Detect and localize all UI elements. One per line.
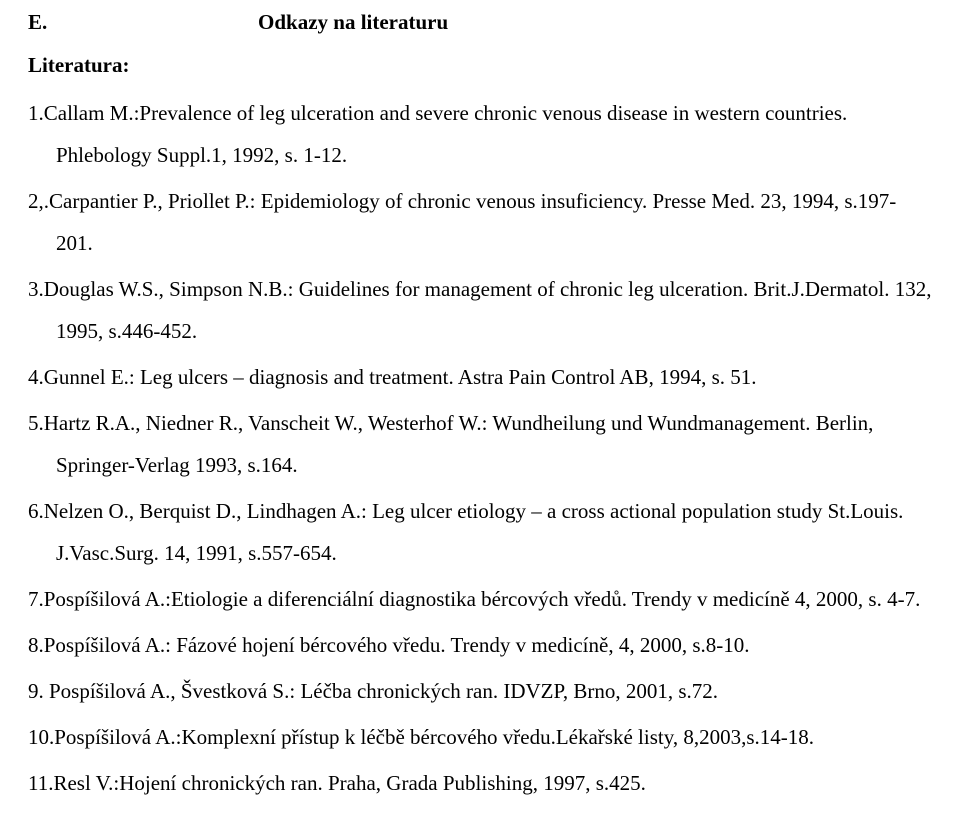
reference-item: 8.Pospíšilová A.: Fázové hojení bércovéh… (28, 624, 932, 666)
reference-item: 11.Resl V.:Hojení chronických ran. Praha… (28, 762, 932, 804)
reference-item: 5.Hartz R.A., Niedner R., Vanscheit W., … (28, 402, 932, 486)
reference-item: 1.Callam M.:Prevalence of leg ulceration… (28, 92, 932, 176)
section-header: E. Odkazy na literaturu (28, 10, 932, 35)
section-letter: E. (28, 10, 258, 35)
reference-item: 2,.Carpantier P., Priollet P.: Epidemiol… (28, 180, 932, 264)
reference-item: 3.Douglas W.S., Simpson N.B.: Guidelines… (28, 268, 932, 352)
reference-item: 6.Nelzen O., Berquist D., Lindhagen A.: … (28, 490, 932, 574)
document-page: E. Odkazy na literaturu Literatura: 1.Ca… (0, 0, 960, 828)
reference-item: 10.Pospíšilová A.:Komplexní přístup k lé… (28, 716, 932, 758)
reference-item: 9. Pospíšilová A., Švestková S.: Léčba c… (28, 670, 932, 712)
reference-item: 7.Pospíšilová A.:Etiologie a diferenciál… (28, 578, 932, 620)
section-label: Literatura: (28, 53, 932, 78)
reference-item: 4.Gunnel E.: Leg ulcers – diagnosis and … (28, 356, 932, 398)
section-title: Odkazy na literaturu (258, 10, 448, 35)
